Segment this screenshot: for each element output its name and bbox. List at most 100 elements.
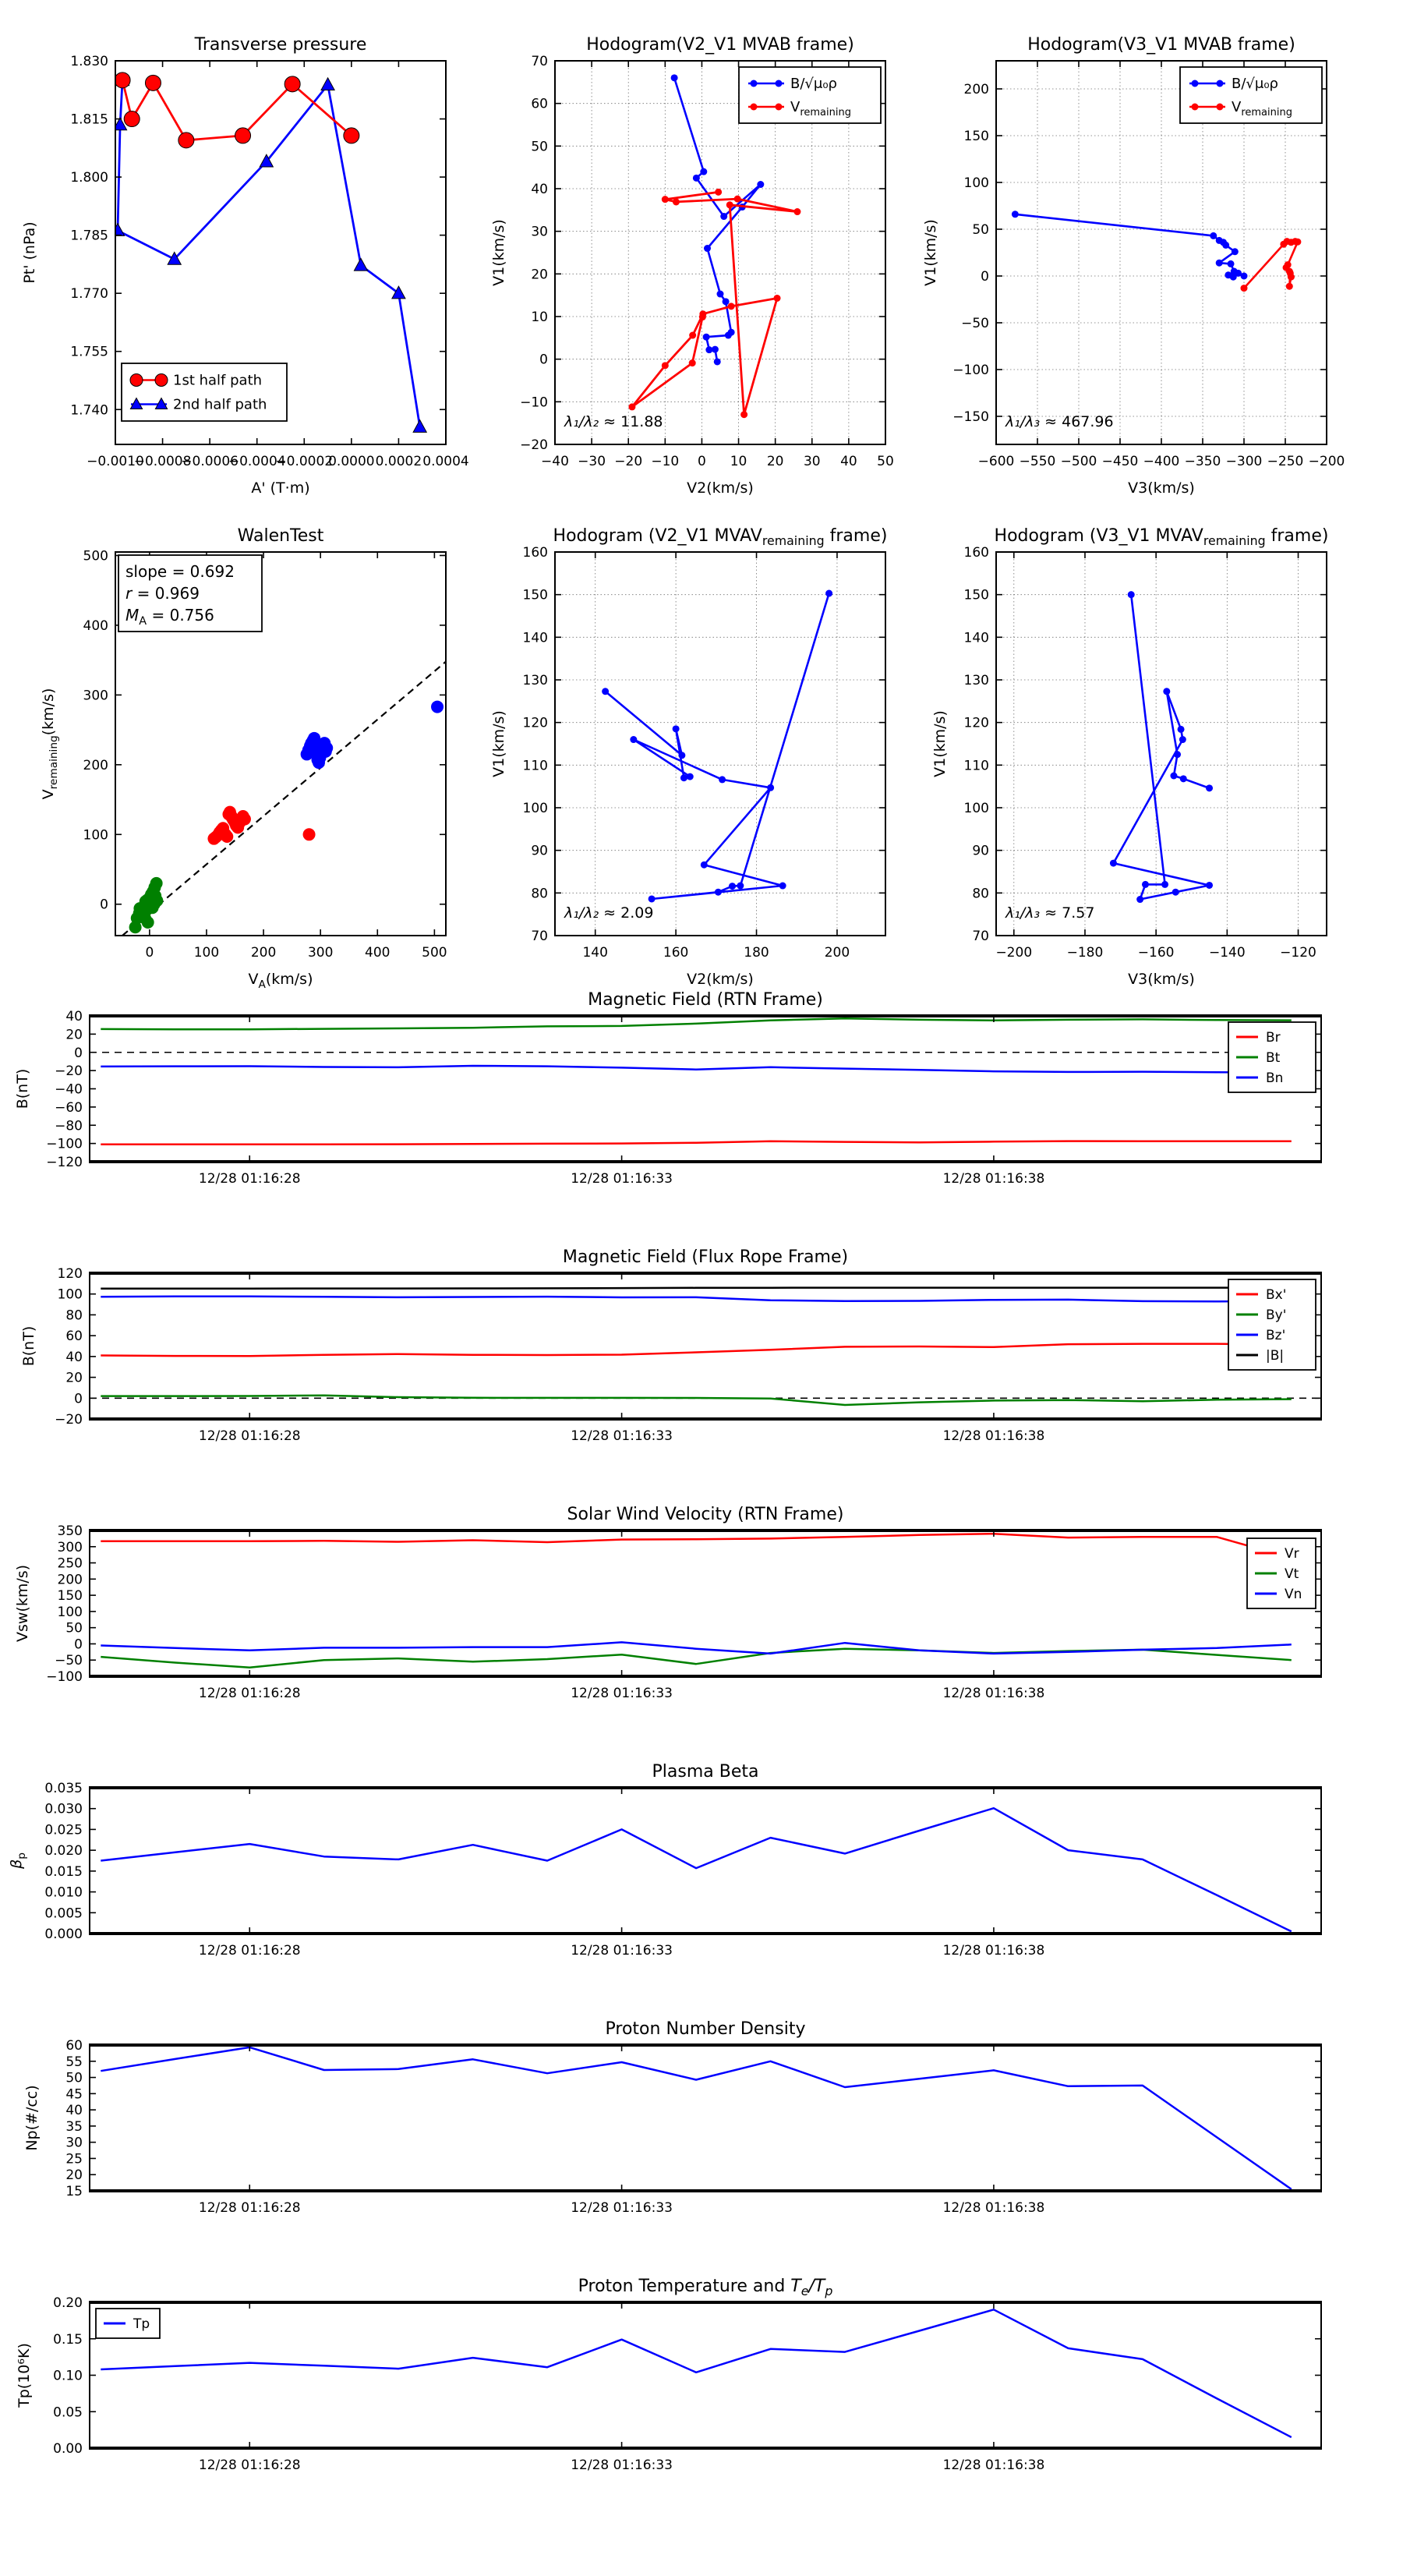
point-marker [1179,736,1186,744]
point-marker [757,181,765,189]
x-tick-label: 100 [194,945,219,961]
chart-title: WalenTest [238,526,324,546]
series-group [101,1017,1292,1146]
axes-frame [115,60,447,445]
y-tick-label: 0.15 [53,2332,83,2348]
point-marker [692,174,700,182]
legend-label: Vt [1285,1566,1299,1582]
x-tick-label: −300 [1226,454,1263,469]
legend-label: Bz' [1266,1328,1285,1343]
point-marker [698,313,706,321]
x-tick-label: 12/28 01:16:33 [571,1428,673,1444]
point-marker [689,331,697,339]
series-fit slope=0.692 [122,660,446,936]
y-tick-label: 45 [65,2086,83,2102]
annotation-line: slope = 0.692 [125,562,235,581]
point-marker [1216,103,1224,111]
point-marker [1161,880,1169,888]
y-tick-label: −100 [952,363,989,378]
point-marker [235,127,252,144]
point-marker [302,828,316,841]
x-tick-label: −450 [1102,454,1139,469]
point-marker [1191,80,1199,87]
point-marker [686,773,694,780]
point-marker [238,812,251,826]
x-tick-label: −250 [1267,454,1304,469]
chart-mag-field-rtn: 12/28 01:16:28 12/28 01:16:33 12/28 01:16:… [14,990,1322,1187]
point-marker [154,373,168,387]
y-tick-label: 55 [65,2054,83,2070]
y-tick-label: 150 [523,588,548,603]
chart-proton-temperature: 12/28 01:16:28 12/28 01:16:33 12/28 01:16:… [16,2277,1322,2473]
y-tick-label: −50 [55,1653,83,1668]
point-marker [628,403,636,411]
series-beta_p [101,1806,1292,1933]
y-tick-label: 60 [65,2038,83,2054]
y-tick-label: −20 [520,437,548,453]
point-marker [1227,260,1235,267]
x-axis-label: V3(km/s) [1128,479,1195,497]
point-marker [779,882,786,890]
chart-title: Hodogram(V3_V1 MVAB frame) [1027,35,1295,55]
y-tick-label: 30 [65,2135,83,2151]
chart-solar-wind-velocity: 12/28 01:16:28 12/28 01:16:33 12/28 01:16:… [14,1505,1322,1701]
x-tick-label: 12/28 01:16:28 [199,1428,301,1444]
point-marker [1206,784,1214,792]
point-marker [648,895,656,903]
chart-proton-number-density: 12/28 01:16:28 12/28 01:16:33 12/28 01:16:… [23,2019,1322,2216]
y-tick-label: 80 [531,886,548,901]
y-tick-label: 0 [74,1637,83,1652]
y-tick-label: 500 [83,548,108,564]
x-tick-label: 500 [422,945,447,961]
point-marker [825,589,833,597]
chart-title: Hodogram (V3_V1 MVAVremaining frame) [995,526,1329,548]
y-tick-label: 0.000 [44,1927,83,1942]
point-marker [1240,272,1248,280]
x-tick-label: −400 [1143,454,1180,469]
y-tick-label: 0 [74,1046,83,1061]
legend-label: |B| [1266,1348,1284,1364]
point-marker [1216,80,1224,87]
x-tick-label: −140 [1209,945,1246,961]
x-tick-label: 0.0002 [376,454,422,469]
point-marker [1294,238,1302,246]
y-tick-label: 140 [523,630,548,646]
x-tick-label: −500 [1061,454,1097,469]
x-tick-label: −20 [614,454,642,469]
y-tick-label: 100 [83,827,108,843]
point-marker [320,741,334,755]
x-tick-label: 12/28 01:16:38 [943,1686,1045,1701]
y-tick-label: 0.005 [44,1905,83,1921]
x-tick-label: 10 [730,454,747,469]
y-tick-label: 120 [964,716,989,731]
point-marker [702,333,710,341]
x-tick-label: 12/28 01:16:33 [571,2457,673,2473]
x-tick-label: −200 [1309,454,1345,469]
x-tick-label: 50 [877,454,894,469]
triangle-marker [129,397,143,409]
point-marker [1210,232,1217,239]
y-axis-label: Vsw(km/s) [14,1565,31,1642]
x-tick-label: 12/28 01:16:33 [571,2200,673,2216]
y-tick-label: 20 [65,1027,83,1042]
point-marker [793,208,801,216]
y-tick-label: 100 [58,1287,83,1303]
y-tick-label: 300 [58,1540,83,1555]
point-marker [740,411,748,419]
x-tick-label: 0.0004 [422,454,468,469]
series-Bn [101,1064,1292,1074]
x-tick-label: −120 [1280,945,1316,961]
axes-frame [89,1015,1322,1162]
point-marker [705,346,713,354]
point-marker [284,76,301,93]
x-axis-label: V2(km/s) [687,971,754,988]
point-marker [1285,282,1293,290]
x-tick-label: 30 [804,454,821,469]
y-tick-label: 110 [964,758,989,773]
point-marker [431,700,444,713]
point-marker [775,103,783,111]
y-tick-label: 0.05 [53,2404,83,2420]
y-tick-label: 200 [964,82,989,97]
legend-label: Bx' [1266,1287,1286,1303]
y-tick-label: 40 [65,1350,83,1365]
